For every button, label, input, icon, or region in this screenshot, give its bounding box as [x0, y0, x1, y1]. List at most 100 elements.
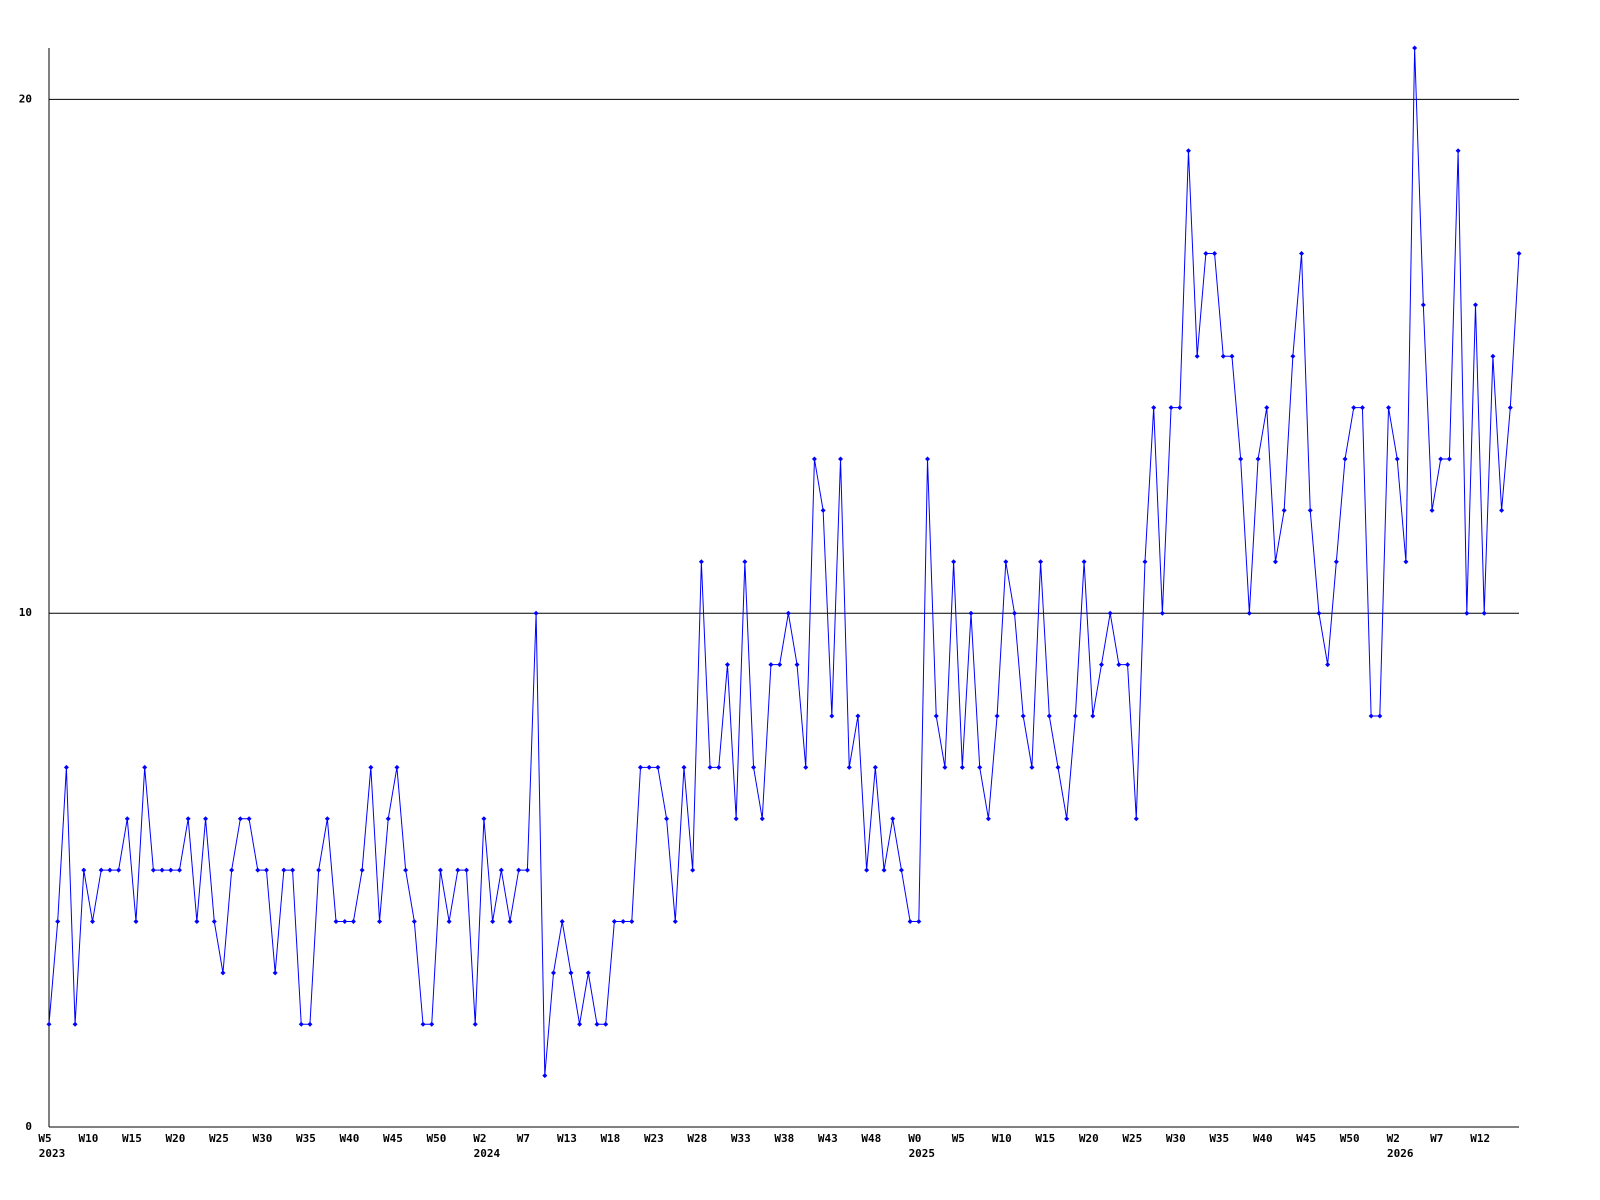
data-point: [55, 918, 61, 924]
data-point: [1516, 251, 1522, 257]
data-point: [63, 764, 69, 770]
data-point: [281, 867, 287, 873]
x-tick-label: W48: [861, 1132, 881, 1145]
x-tick-label: W50: [426, 1132, 446, 1145]
data-point: [1281, 507, 1287, 513]
data-point: [637, 764, 643, 770]
data-point: [194, 918, 200, 924]
x-year-label: 2023: [39, 1147, 66, 1160]
x-tick-label: W5: [952, 1132, 965, 1145]
data-point: [1333, 559, 1339, 565]
data-point: [1238, 456, 1244, 462]
data-point: [237, 816, 243, 822]
data-point: [864, 867, 870, 873]
data-point: [1046, 713, 1052, 719]
data-point: [1446, 456, 1452, 462]
data-point: [977, 764, 983, 770]
data-point: [507, 918, 513, 924]
data-point: [681, 764, 687, 770]
x-tick-label: W23: [644, 1132, 664, 1145]
data-point: [203, 816, 209, 822]
data-point: [98, 867, 104, 873]
data-point: [672, 918, 678, 924]
data-point: [159, 867, 165, 873]
data-point: [46, 1021, 52, 1027]
data-point: [81, 867, 87, 873]
data-point: [490, 918, 496, 924]
data-point: [524, 867, 530, 873]
data-point: [1029, 764, 1035, 770]
x-tick-label: W10: [79, 1132, 99, 1145]
data-point: [594, 1021, 600, 1027]
data-point: [350, 918, 356, 924]
data-point: [881, 867, 887, 873]
x-tick-label: W7: [1430, 1132, 1443, 1145]
data-point: [1359, 405, 1365, 411]
data-point: [290, 867, 296, 873]
data-point: [246, 816, 252, 822]
data-point: [829, 713, 835, 719]
x-tick-label: W50: [1340, 1132, 1360, 1145]
data-point: [1490, 353, 1496, 359]
x-tick-label: W35: [296, 1132, 316, 1145]
data-point: [603, 1021, 609, 1027]
data-point: [1133, 816, 1139, 822]
data-point: [307, 1021, 313, 1027]
data-point: [559, 918, 565, 924]
data-point: [342, 918, 348, 924]
data-point: [985, 816, 991, 822]
data-point: [1342, 456, 1348, 462]
data-point: [446, 918, 452, 924]
data-point: [733, 816, 739, 822]
data-point: [464, 867, 470, 873]
data-point: [368, 764, 374, 770]
x-year-label: 2026: [1387, 1147, 1414, 1160]
x-tick-label: W25: [1122, 1132, 1142, 1145]
data-point: [1351, 405, 1357, 411]
data-point: [994, 713, 1000, 719]
x-tick-label: W28: [687, 1132, 707, 1145]
data-point: [1055, 764, 1061, 770]
data-point: [1386, 405, 1392, 411]
data-point: [742, 559, 748, 565]
x-tick-label: W20: [1079, 1132, 1099, 1145]
data-point: [585, 970, 591, 976]
data-point: [1168, 405, 1174, 411]
data-point: [142, 764, 148, 770]
data-point: [1325, 662, 1331, 668]
data-point: [385, 816, 391, 822]
data-point: [1464, 610, 1470, 616]
data-point: [855, 713, 861, 719]
data-point: [751, 764, 757, 770]
data-point: [577, 1021, 583, 1027]
data-point: [629, 918, 635, 924]
data-point: [1246, 610, 1252, 616]
data-point: [811, 456, 817, 462]
data-point: [394, 764, 400, 770]
data-point: [550, 970, 556, 976]
data-point: [498, 867, 504, 873]
data-point: [803, 764, 809, 770]
data-point: [1159, 610, 1165, 616]
data-point: [1299, 251, 1305, 257]
data-point: [1377, 713, 1383, 719]
data-point: [116, 867, 122, 873]
data-point: [272, 970, 278, 976]
data-point: [1412, 45, 1418, 51]
x-tick-label: W35: [1209, 1132, 1229, 1145]
data-point: [89, 918, 95, 924]
data-point: [455, 867, 461, 873]
x-tick-label: W45: [1296, 1132, 1316, 1145]
data-point: [724, 662, 730, 668]
x-tick-label: W5: [38, 1132, 51, 1145]
data-point: [838, 456, 844, 462]
data-point: [1151, 405, 1157, 411]
data-point: [1194, 353, 1200, 359]
data-point: [1255, 456, 1261, 462]
data-point: [568, 970, 574, 976]
data-point: [229, 867, 235, 873]
data-point: [1473, 302, 1479, 308]
data-point: [220, 970, 226, 976]
x-tick-label: W45: [383, 1132, 403, 1145]
data-point: [1481, 610, 1487, 616]
